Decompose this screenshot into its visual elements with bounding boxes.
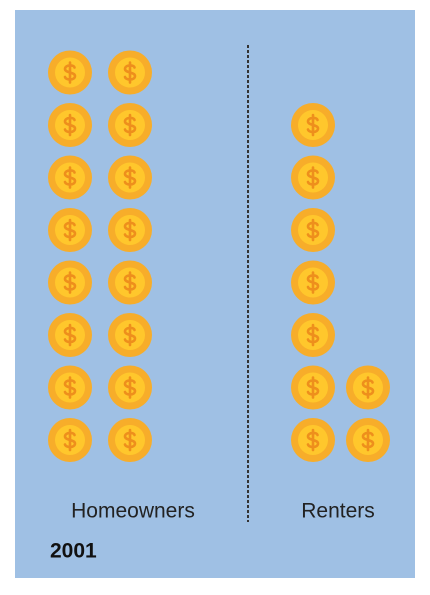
coin-symbol	[123, 428, 137, 452]
coin-symbol	[123, 218, 137, 242]
coin-symbol	[361, 428, 375, 452]
coin-symbol	[123, 271, 137, 294]
coin	[48, 260, 92, 305]
coin	[291, 418, 335, 462]
coin	[108, 50, 152, 95]
coin-symbol	[123, 166, 137, 189]
coin-symbol	[306, 323, 320, 347]
coin-symbol	[361, 376, 375, 399]
coin-symbol	[123, 376, 137, 399]
coin-symbol	[123, 61, 137, 84]
coin	[291, 365, 335, 410]
coin-symbol	[63, 428, 77, 452]
coin	[48, 418, 92, 462]
coin	[48, 155, 92, 200]
category-label: Renters	[301, 500, 375, 523]
coin	[291, 208, 335, 252]
coin-symbol	[123, 113, 137, 137]
coin-symbol	[306, 166, 320, 189]
coin	[48, 365, 92, 410]
coin	[108, 103, 152, 147]
coin	[48, 103, 92, 147]
coin	[108, 313, 152, 357]
coin	[108, 260, 152, 305]
coin	[108, 155, 152, 200]
coin	[291, 260, 335, 305]
category-label: Homeowners	[71, 500, 195, 523]
coin-symbol	[63, 218, 77, 242]
coin	[48, 313, 92, 357]
coin	[291, 155, 335, 200]
coin-symbol	[306, 218, 320, 242]
coin-symbol	[123, 323, 137, 347]
coin-symbol	[63, 166, 77, 189]
coin-symbol	[306, 376, 320, 399]
coin-symbol	[63, 376, 77, 399]
coin-symbol	[63, 113, 77, 137]
coin	[108, 365, 152, 410]
coin	[346, 365, 390, 410]
coin	[108, 418, 152, 462]
coin-symbol	[63, 323, 77, 347]
coin	[346, 418, 390, 462]
coin-symbol	[63, 271, 77, 294]
coin-symbol	[63, 61, 77, 84]
coin	[108, 208, 152, 252]
coin	[291, 313, 335, 357]
coin	[291, 103, 335, 147]
coin	[48, 208, 92, 252]
coin	[48, 50, 92, 95]
coin-symbol	[306, 428, 320, 452]
coin-symbol	[306, 113, 320, 137]
coin-symbol	[306, 271, 320, 294]
chart-title: 2001	[50, 540, 97, 563]
